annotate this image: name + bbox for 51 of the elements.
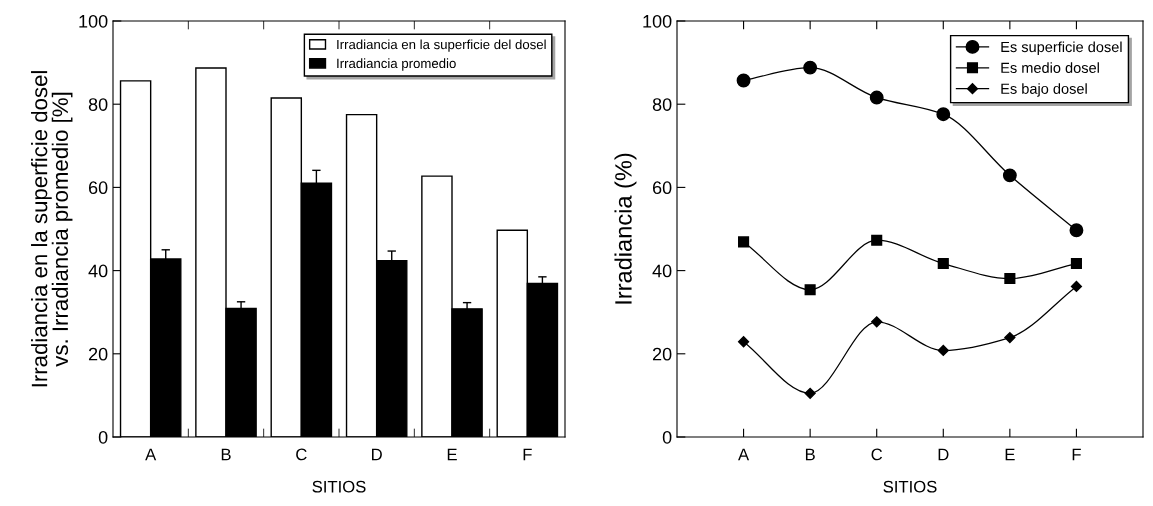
y-axis-title: Irradiancia (%) <box>614 153 637 304</box>
point <box>1069 223 1084 238</box>
point <box>871 234 883 246</box>
y-tick-label: 20 <box>652 347 672 361</box>
point <box>1004 331 1016 344</box>
point <box>1070 280 1083 293</box>
y-tick-label: 60 <box>88 181 108 195</box>
x-tick-label: C <box>871 448 883 461</box>
y-tick-label: 100 <box>643 14 672 28</box>
y-tick-label: 100 <box>79 14 108 28</box>
point <box>736 73 751 88</box>
x-tick-label: E <box>1005 448 1015 461</box>
x-tick-label: F <box>523 448 532 461</box>
x-tick-label: A <box>738 448 750 461</box>
x-axis-title: SITIOS <box>312 480 366 493</box>
y-tick-label: 0 <box>98 430 108 444</box>
legend-label: Es medio dosel <box>1001 62 1099 74</box>
point <box>803 60 818 75</box>
point <box>937 344 949 357</box>
y-axis-title: Irradiancia en la superficie dosel vs. Irradiancia promedio [%] <box>31 71 73 387</box>
x-axis-title: SITIOS <box>883 480 937 493</box>
point <box>937 257 949 270</box>
point <box>1070 257 1082 270</box>
point <box>738 236 750 248</box>
y-tick-label: 40 <box>652 264 672 278</box>
point <box>737 336 750 348</box>
legend-label: Es superficie dosel <box>1001 41 1122 56</box>
x-tick-label: F <box>1072 448 1081 461</box>
point <box>936 107 951 122</box>
x-tick-label: B <box>221 448 231 461</box>
y-tick-label: 40 <box>88 264 108 278</box>
point <box>804 387 816 399</box>
x-tick-label: E <box>447 448 457 461</box>
point <box>871 316 883 328</box>
point <box>1002 168 1017 183</box>
y-tick-label: 80 <box>88 98 108 111</box>
x-tick-label: A <box>145 448 157 461</box>
legend-label: Irradiancia en la superficie del dosel <box>337 39 546 52</box>
x-tick-label: C <box>296 448 307 461</box>
legend-label: Irradiancia promedio <box>337 58 456 71</box>
y-tick-label: 20 <box>88 347 108 361</box>
point <box>1004 272 1016 285</box>
x-tick-label: B <box>805 448 815 461</box>
point <box>869 90 884 105</box>
y-tick-label: 80 <box>652 98 672 111</box>
y-tick-label: 0 <box>662 430 672 444</box>
x-tick-label: D <box>938 448 949 461</box>
point <box>804 284 816 296</box>
legend-label: Es bajo dosel <box>1001 83 1087 97</box>
x-tick-label: D <box>372 448 382 461</box>
y-tick-label: 60 <box>652 181 672 195</box>
